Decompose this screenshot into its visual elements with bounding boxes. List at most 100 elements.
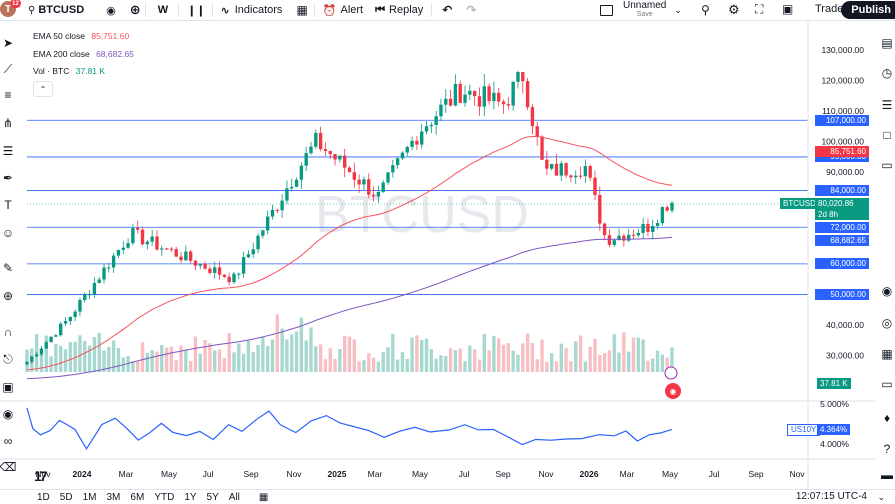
fib-icon[interactable]: ☰ [2, 144, 14, 158]
eye-icon[interactable]: ◉ [106, 4, 116, 17]
timeframe-1y[interactable]: 1Y [184, 491, 197, 503]
fullscreen-icon[interactable]: ⛶ [755, 2, 764, 16]
time-axis[interactable]: Nov 2024 Mar May Jul Sep Nov 2025 Mar May Jul Sep No… [35, 469, 805, 479]
volume-bar [270, 339, 275, 372]
calendar-icon[interactable]: □ [883, 128, 891, 142]
candle-body [131, 227, 135, 244]
user-avatar[interactable]: T 12 [0, 0, 21, 17]
volume-bar [424, 338, 429, 372]
volume-bar [602, 353, 607, 372]
link-icon[interactable]: ∞ [3, 434, 13, 448]
tradingview-logo-icon[interactable]: 17 [34, 468, 48, 484]
camera-icon[interactable]: ▣ [782, 2, 794, 16]
horizontal-lines[interactable] [27, 119, 808, 295]
candle-body [448, 98, 453, 106]
lock-icon[interactable]: ⎋ [3, 351, 13, 366]
bell-icon[interactable]: ♦ [883, 411, 891, 425]
layers-icon[interactable]: ☰ [881, 98, 893, 112]
candle-body [241, 257, 246, 274]
replay-button[interactable]: Replay [389, 4, 424, 16]
layout-selector[interactable]: Unnamed Save ⌄ [600, 0, 682, 20]
alerts-clock-icon[interactable]: ◷ [881, 66, 893, 80]
trend-line-icon[interactable]: ⟋ [3, 61, 13, 76]
pitchfork-icon[interactable]: ⋔ [2, 116, 14, 130]
candles-icon[interactable]: ❙❙ [187, 4, 206, 17]
undo-icon[interactable]: ↶ [442, 3, 453, 17]
timeframe-1m[interactable]: 1M [82, 491, 97, 503]
candle-body [237, 273, 241, 275]
horizontal-lines-icon[interactable]: ≡ [4, 88, 12, 102]
magnet-icon[interactable]: ∩ [3, 325, 13, 339]
timeframe-all[interactable]: All [228, 491, 240, 503]
alert-button[interactable]: Alert [340, 4, 364, 16]
volume-bar [651, 358, 655, 372]
timeframe-5d[interactable]: 5D [59, 491, 73, 503]
time-axis-label: May [412, 469, 429, 479]
eye-hide-icon[interactable]: ◉ [2, 407, 14, 421]
symbol-watermark: BTCUSD [315, 186, 529, 244]
clock[interactable]: 12:07:15 UTC-4 [795, 491, 867, 502]
timeframe-1d[interactable]: 1D [37, 491, 50, 503]
time-axis-label: Mar [620, 469, 635, 479]
chevron-down-icon[interactable]: ⌄ [674, 4, 682, 15]
redo-icon[interactable]: ↷ [466, 3, 477, 17]
volume-bar [545, 361, 549, 372]
settings-gear-icon[interactable]: ⚙ [728, 2, 740, 17]
trade-button[interactable]: Trade [815, 3, 844, 15]
indicators-button[interactable]: Indicators [234, 4, 283, 16]
emoji-icon[interactable]: ☺ [1, 226, 15, 240]
volume-bar [352, 339, 356, 372]
volume-bar [49, 356, 53, 372]
us10y-axis: 5.000% 4.000% [820, 399, 849, 449]
chevron-down-icon[interactable]: ⌄ [877, 492, 885, 502]
text-icon[interactable]: T [4, 198, 12, 212]
volume-bar [535, 359, 539, 372]
date-range-icon[interactable]: ▦ [258, 491, 269, 503]
zoom-icon[interactable]: ⊕ [2, 289, 14, 303]
calendar-events-icon[interactable]: ▦ [881, 347, 893, 361]
timeframe-ytd[interactable]: YTD [154, 491, 175, 503]
timeframe-6m[interactable]: 6M [130, 491, 145, 503]
candle-body [39, 348, 44, 355]
brush-icon[interactable]: ✒ [2, 171, 14, 185]
symbol-search-button[interactable]: ⚲ BTCUSD ◉ ⊕ W ❙❙ ∿ Indicators ▦ ⏰ Alert… [28, 0, 476, 20]
trash-icon[interactable]: ⌫ [0, 460, 17, 474]
legend-ema50[interactable]: EMA 50 close 85,751.60 [33, 31, 130, 41]
watchlist-icon[interactable]: ▤ [881, 36, 893, 50]
dom-icon[interactable]: ▬ [881, 468, 893, 482]
price-chart[interactable]: BTCUSD 130,000.00 120,000.00 110,000.00 100… [0, 20, 876, 489]
legend-volume[interactable]: Vol · BTC 37.81 K [33, 66, 106, 76]
compare-plus-icon[interactable]: ⊕ [129, 2, 141, 17]
legend-ema200[interactable]: EMA 200 close 68,682.65 [33, 49, 134, 59]
candle-body [63, 321, 68, 324]
timeframe-3m[interactable]: 3M [106, 491, 121, 503]
volume-bar [521, 343, 525, 372]
streams-icon[interactable]: ◎ [881, 316, 893, 330]
candle-body [121, 247, 125, 250]
collapse-legend-button[interactable]: ⌃ [33, 81, 53, 97]
ruler-icon[interactable]: ✎ [2, 261, 14, 275]
candle-body [107, 267, 111, 269]
cursor-icon[interactable]: ➤ [2, 36, 14, 50]
volume-bar [641, 339, 645, 372]
quick-search-icon[interactable]: ⚲ [701, 3, 710, 17]
volume-bar [391, 333, 395, 372]
candle-body [367, 179, 371, 195]
lock-drawings-icon[interactable]: ▣ [2, 380, 14, 394]
volume-bar [578, 335, 583, 372]
timeframe-5y[interactable]: 5Y [206, 491, 219, 503]
notifications-icon[interactable]: ▭ [881, 377, 893, 391]
candle-body [265, 216, 270, 231]
candle-body [386, 172, 390, 183]
interval-button[interactable]: W [157, 4, 169, 16]
candle-body [501, 101, 506, 105]
help-icon[interactable]: ? [883, 442, 891, 456]
time-axis-label: May [161, 469, 178, 479]
event-icon[interactable] [664, 366, 678, 380]
ideas-icon[interactable]: ◉ [881, 284, 893, 298]
publish-button[interactable]: Publish [841, 1, 895, 19]
chat-icon[interactable]: ▭ [881, 158, 893, 172]
layouts-grid-icon[interactable]: ▦ [296, 3, 308, 17]
candle-body [545, 159, 549, 169]
flag-icon[interactable] [665, 383, 681, 399]
